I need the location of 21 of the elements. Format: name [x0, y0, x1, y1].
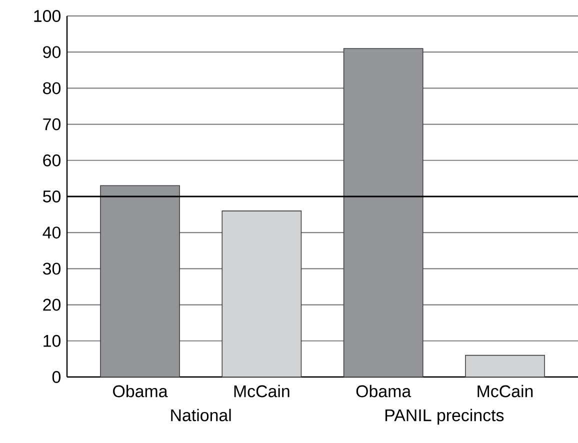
bar: [100, 185, 180, 378]
y-tick-label: 80: [43, 82, 61, 94]
y-tick-label: 90: [43, 46, 61, 58]
x-tick-label: McCain: [234, 384, 290, 398]
bar: [465, 354, 545, 378]
text: PANIL precincts: [385, 408, 504, 425]
bar: [222, 210, 302, 378]
y-tick-label: 10: [44, 334, 61, 347]
x-tick-label: McCain: [478, 384, 533, 398]
y-tick-label: 100: [34, 10, 61, 22]
text: National: [171, 408, 231, 422]
y-tick-label: 50: [42, 190, 61, 202]
x-tick-label: Obama: [356, 384, 412, 398]
y-tick-label: 40: [42, 226, 61, 239]
bar: [343, 48, 424, 378]
y-tick-label: 60: [43, 154, 61, 166]
y-tick-label: 0: [52, 370, 61, 383]
y-tick-label: 30: [42, 262, 61, 275]
x-tick-label: Obama: [113, 384, 168, 398]
y-tick-label: 70: [43, 118, 61, 130]
y-tick-label: 20: [43, 298, 61, 311]
